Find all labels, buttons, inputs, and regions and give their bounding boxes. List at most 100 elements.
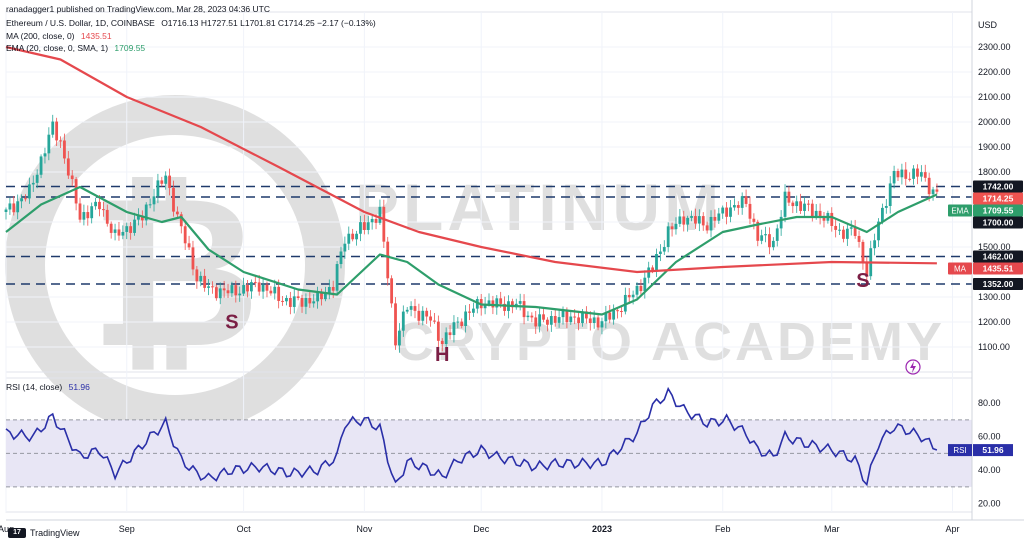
candle-body xyxy=(436,321,440,341)
price-badge xyxy=(973,180,1023,193)
candle-body xyxy=(845,228,849,239)
price-badge xyxy=(973,204,1023,217)
price-badge-label: 1700.00 xyxy=(983,218,1014,228)
candle-body xyxy=(822,217,826,221)
candle-body xyxy=(296,296,300,299)
candle-body xyxy=(433,320,436,322)
candle-body xyxy=(647,267,651,278)
ema-legend[interactable]: EMA (20, close, 0, SMA, 1) 1709.55 xyxy=(6,43,145,54)
candle-body xyxy=(670,226,674,230)
candle-body xyxy=(148,204,152,206)
candle-body xyxy=(172,187,175,212)
candle-body xyxy=(140,215,144,221)
brand-label: TradingView xyxy=(30,528,80,538)
candle-body xyxy=(51,121,55,135)
candle-body xyxy=(701,216,705,226)
candle-body xyxy=(616,310,619,312)
candle-body xyxy=(830,212,834,226)
rsi-line xyxy=(5,386,938,487)
ema-value: 1709.55 xyxy=(114,43,146,53)
candle-body xyxy=(413,306,417,311)
x-tick-label: Nov xyxy=(356,524,373,534)
candle-body xyxy=(927,177,931,195)
tradingview-brand[interactable]: 17 TradingView xyxy=(8,528,80,538)
rsi-badge xyxy=(973,444,1013,457)
candle-body xyxy=(4,209,8,212)
candle-body xyxy=(339,251,343,265)
candle-body xyxy=(39,156,43,175)
candle-body xyxy=(487,300,491,305)
candle-body xyxy=(20,198,23,202)
candle-body xyxy=(125,226,129,232)
candle-body xyxy=(425,310,429,317)
candle-body xyxy=(694,216,697,224)
symbol-label[interactable]: Ethereum / U.S. Dollar, 1D, COINBASE xyxy=(6,18,155,28)
candle-body xyxy=(277,286,281,301)
candle-body xyxy=(137,215,140,220)
candle-body xyxy=(175,211,179,215)
candle-body xyxy=(725,207,729,217)
candle-body xyxy=(709,216,713,231)
candle-body xyxy=(378,206,382,223)
candle-body xyxy=(818,210,822,218)
candle-body xyxy=(257,282,261,292)
watermark-logo: ₿ PLATINUM CRYPTO ACADEMY xyxy=(5,95,945,435)
candle-body xyxy=(261,284,265,292)
candle-body xyxy=(510,301,514,308)
candle-body xyxy=(546,319,549,325)
candle-body xyxy=(744,196,748,204)
x-tick-label: Mar xyxy=(824,524,840,534)
candle-body xyxy=(218,288,222,299)
candle-body xyxy=(253,282,257,284)
ma-legend[interactable]: MA (200, close, 0) 1435.51 xyxy=(6,31,112,42)
candle-body xyxy=(849,227,853,229)
price-badge-tag-label: MA xyxy=(954,265,967,274)
candle-body xyxy=(183,226,187,244)
lightning-icon[interactable] xyxy=(905,359,921,375)
candle-body xyxy=(409,306,413,310)
candle-body xyxy=(577,317,580,324)
watermark-bitcoin-glyph: ₿ xyxy=(89,155,260,390)
candle-body xyxy=(643,277,647,292)
candle-body xyxy=(534,317,538,327)
candle-body xyxy=(265,284,269,291)
rsi-tick-label: 40.00 xyxy=(978,465,1001,475)
candle-body xyxy=(16,201,20,213)
candle-body xyxy=(557,317,561,323)
candle-body xyxy=(549,315,553,325)
candle-body xyxy=(483,304,487,309)
y-tick-label: 1300.00 xyxy=(978,292,1011,302)
candle-body xyxy=(877,221,880,241)
candle-body xyxy=(729,207,732,217)
candle-body xyxy=(351,233,355,240)
candle-body xyxy=(59,140,62,142)
price-badges: 1742.00 1714.25 1709.55 EMA 1700.00 1462.00 14… xyxy=(948,180,1023,457)
candle-body xyxy=(768,234,771,248)
watermark-line2: CRYPTO ACADEMY xyxy=(395,312,945,372)
candle-body xyxy=(168,175,171,188)
candle-body xyxy=(129,226,133,233)
candle-body xyxy=(604,312,608,322)
candle-body xyxy=(191,247,195,270)
candle-body xyxy=(269,290,273,294)
price-candles xyxy=(4,114,939,353)
candle-body xyxy=(242,285,246,294)
candle-body xyxy=(304,297,308,307)
candle-body xyxy=(327,287,331,293)
rsi-legend[interactable]: RSI (14, close) 51.96 xyxy=(6,382,90,393)
candle-body xyxy=(627,294,631,298)
candle-body xyxy=(861,241,865,263)
x-tick-label: 2023 xyxy=(592,524,612,534)
candle-body xyxy=(775,228,779,241)
candle-body xyxy=(573,316,577,318)
candle-body xyxy=(686,217,690,225)
candle-body xyxy=(27,184,31,199)
candle-body xyxy=(292,296,296,307)
candle-body xyxy=(553,315,557,323)
candle-body xyxy=(249,282,253,292)
candle-body xyxy=(736,205,740,208)
candle-body xyxy=(144,204,148,221)
candle-body xyxy=(569,316,573,323)
candle-body xyxy=(810,203,814,217)
candle-body xyxy=(105,209,109,224)
